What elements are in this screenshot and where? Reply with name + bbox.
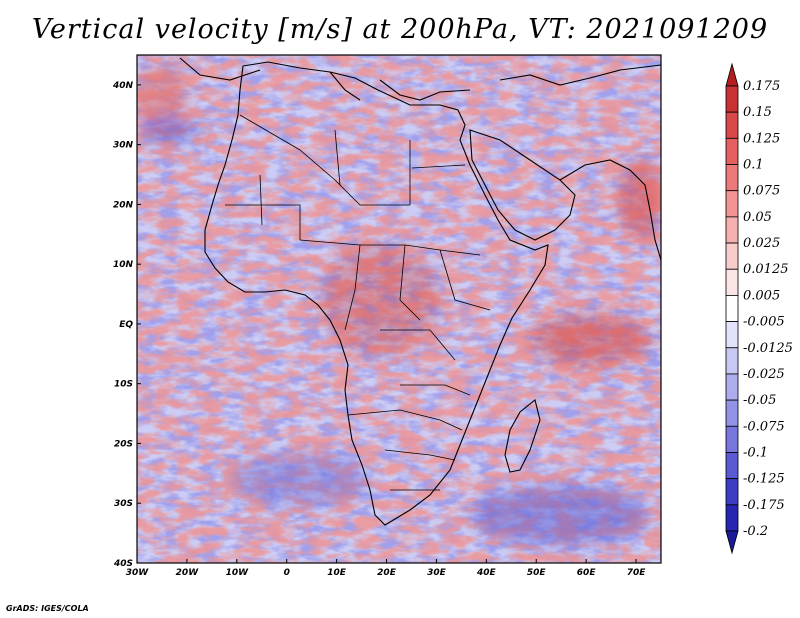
lat-tick-label: 30S xyxy=(114,499,133,509)
grads-credit: GrADS: IGES/COLA xyxy=(6,604,89,613)
colorbar-label: -0.005 xyxy=(743,315,785,330)
lat-tick-label: 20S xyxy=(114,439,133,449)
colorbar-label: 0.125 xyxy=(743,131,780,146)
colorbar-swatch xyxy=(725,399,739,427)
border-lines-central xyxy=(299,239,491,361)
europe-coastline xyxy=(179,57,471,101)
colorbar-swatch xyxy=(725,452,739,480)
colorbar-max-arrow xyxy=(725,62,739,87)
updraft-central-africa xyxy=(320,245,440,355)
colorbar-label: -0.2 xyxy=(743,524,768,539)
colorbar-swatch xyxy=(725,373,739,401)
colorbar-label: 0.05 xyxy=(743,210,772,225)
lon-tick-label: 20W xyxy=(176,568,200,578)
downdraft-south-indian xyxy=(470,485,650,545)
colorbar-swatch xyxy=(725,347,739,375)
velocity-field xyxy=(137,55,661,563)
lon-tick-label: 40E xyxy=(476,568,497,578)
colorbar-label: -0.025 xyxy=(743,367,785,382)
lat-tick-label: 10N xyxy=(113,260,134,270)
coastlines xyxy=(179,57,661,526)
lat-tick-label: 10S xyxy=(114,380,133,390)
colorbar-swatch xyxy=(725,425,739,453)
lon-tick-label: 10E xyxy=(327,568,347,578)
lon-tick-label: 70E xyxy=(627,568,647,578)
colorbar-swatch xyxy=(725,85,739,113)
colorbar-min-arrow xyxy=(725,530,739,555)
lon-tick-label: 0 xyxy=(284,568,290,578)
field-regional-features xyxy=(137,65,661,545)
colorbar-swatch xyxy=(725,321,739,349)
lon-tick-label: 20E xyxy=(377,568,397,578)
colorbar-swatch xyxy=(725,478,739,506)
lat-tick-label: 30N xyxy=(113,141,134,151)
colorbar-label: -0.075 xyxy=(743,419,785,434)
lat-tick-label: 40S xyxy=(113,559,133,569)
lon-tick-label: 30E xyxy=(427,568,447,578)
colorbar-label: -0.125 xyxy=(743,472,785,487)
arabia-coastline xyxy=(469,129,576,241)
colorbar-label: 0.1 xyxy=(743,158,764,173)
colorbar-label: -0.175 xyxy=(743,498,785,513)
colorbar-swatch xyxy=(725,242,739,270)
colorbar-swatch xyxy=(725,216,739,244)
lon-tick-label: 10W xyxy=(226,568,250,578)
updraft-indian-ocean xyxy=(530,314,650,366)
colorbar-label: 0.025 xyxy=(743,236,780,251)
colorbar-label: 0.175 xyxy=(743,79,780,94)
colorbar-swatch xyxy=(725,295,739,322)
latitude-axis: 40N 30N 20N 10N EQ 10S 20S 30S 40S xyxy=(112,81,141,569)
border-lines-south xyxy=(347,384,471,491)
map-title: Vertical velocity [m/s] at 200hPa, VT: 2… xyxy=(31,14,769,45)
lat-tick-label: 40N xyxy=(112,81,134,91)
country-borders xyxy=(225,114,491,491)
madagascar-coastline xyxy=(504,399,541,473)
colorbar-label: -0.05 xyxy=(743,393,776,408)
updraft-india xyxy=(618,160,661,240)
colorbar-swatch xyxy=(725,164,739,192)
colorbar-swatch xyxy=(725,137,739,165)
lon-tick-label: 30W xyxy=(126,568,150,578)
colorbar-label: -0.1 xyxy=(743,445,768,460)
colorbar-label: 0.0125 xyxy=(743,262,789,277)
africa-coastline xyxy=(204,61,549,526)
colorbar-label: -0.0125 xyxy=(743,341,793,356)
colorbar-swatch xyxy=(725,111,739,139)
lat-tick-label: 20N xyxy=(113,200,134,210)
downdraft-south-atlantic xyxy=(230,454,370,506)
plot-frame xyxy=(136,54,662,564)
longitude-axis: 30W 20W 10W 0 10E 20E 30E 40E 50E 60E 70E xyxy=(126,559,646,578)
updraft-north-atlantic xyxy=(137,65,188,125)
colorbar-swatch xyxy=(725,504,739,532)
colorbar-label: 0.075 xyxy=(743,184,780,199)
colorbar-label: 0.15 xyxy=(743,105,772,120)
lon-tick-label: 60E xyxy=(577,568,597,578)
colorbar-swatch xyxy=(725,190,739,218)
border-lines-north xyxy=(225,114,466,240)
asia-coastline xyxy=(499,64,661,261)
colorbar: 0.175 0.15 0.125 0.1 0.075 0.05 0.025 0.0125 0.0… xyxy=(725,62,793,555)
lon-tick-label: 50E xyxy=(527,568,547,578)
colorbar-swatch xyxy=(725,268,739,296)
lat-tick-label: EQ xyxy=(119,320,133,330)
colorbar-label: 0.005 xyxy=(743,288,780,303)
downdraft-azores xyxy=(140,118,200,142)
